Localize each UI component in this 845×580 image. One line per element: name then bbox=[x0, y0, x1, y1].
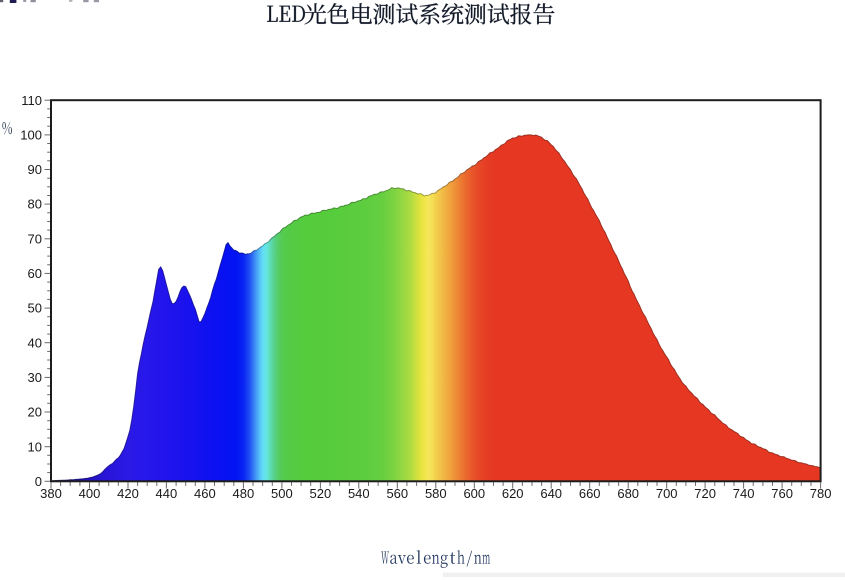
svg-text:680: 680 bbox=[617, 486, 639, 501]
svg-text:460: 460 bbox=[194, 486, 216, 501]
svg-text:40: 40 bbox=[28, 335, 42, 350]
svg-text:760: 760 bbox=[771, 486, 793, 501]
svg-text:580: 580 bbox=[425, 486, 447, 501]
svg-text:10: 10 bbox=[28, 439, 42, 454]
svg-text:100: 100 bbox=[20, 128, 42, 143]
svg-text:520: 520 bbox=[310, 486, 332, 501]
svg-text:70: 70 bbox=[28, 231, 42, 246]
svg-text:780: 780 bbox=[810, 486, 832, 501]
svg-text:640: 640 bbox=[540, 486, 562, 501]
svg-text:700: 700 bbox=[656, 486, 678, 501]
svg-text:420: 420 bbox=[117, 486, 139, 501]
svg-text:400: 400 bbox=[79, 486, 101, 501]
svg-text:30: 30 bbox=[28, 370, 42, 385]
svg-text:600: 600 bbox=[463, 486, 485, 501]
svg-text:540: 540 bbox=[348, 486, 370, 501]
svg-text:440: 440 bbox=[156, 486, 178, 501]
svg-text:80: 80 bbox=[28, 197, 42, 212]
svg-text:500: 500 bbox=[271, 486, 293, 501]
svg-text:560: 560 bbox=[386, 486, 408, 501]
svg-text:660: 660 bbox=[579, 486, 601, 501]
svg-text:620: 620 bbox=[502, 486, 524, 501]
svg-text:0: 0 bbox=[35, 474, 42, 489]
svg-text:60: 60 bbox=[28, 266, 42, 281]
svg-text:740: 740 bbox=[733, 486, 755, 501]
svg-text:20: 20 bbox=[28, 405, 42, 420]
svg-text:50: 50 bbox=[28, 301, 42, 316]
svg-text:720: 720 bbox=[694, 486, 716, 501]
svg-text:110: 110 bbox=[21, 93, 42, 108]
svg-text:480: 480 bbox=[233, 486, 255, 501]
svg-text:380: 380 bbox=[40, 486, 62, 501]
svg-text:90: 90 bbox=[28, 162, 42, 177]
